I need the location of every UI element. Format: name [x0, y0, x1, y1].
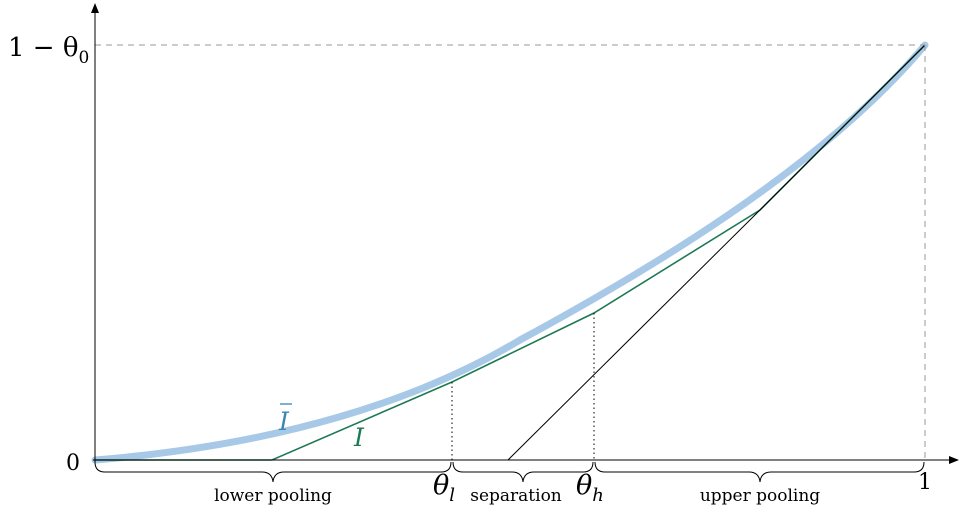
theta-l-label: θl [433, 470, 455, 506]
y-axis-top-label: 1 − θ0 [8, 33, 89, 68]
y-axis-arrow [91, 3, 99, 13]
lower-pooling-brace [94, 461, 452, 483]
y-axis-zero-label: 0 [66, 451, 80, 476]
black-line [507, 44, 926, 461]
ibar-curve [91, 41, 929, 464]
lower-pooling-label: lower pooling [214, 486, 332, 506]
separation-label: separation [470, 486, 562, 506]
theta-h-label: θh [576, 470, 604, 506]
i-label: I [353, 423, 365, 452]
upper-pooling-brace [594, 461, 925, 483]
i-curve [95, 44, 926, 461]
upper-pooling-label: upper pooling [700, 486, 820, 506]
ibar-label: I [278, 407, 290, 436]
x-axis-arrow [949, 456, 959, 464]
x-axis-one-label: 1 [918, 470, 932, 495]
separation-brace [452, 461, 594, 483]
